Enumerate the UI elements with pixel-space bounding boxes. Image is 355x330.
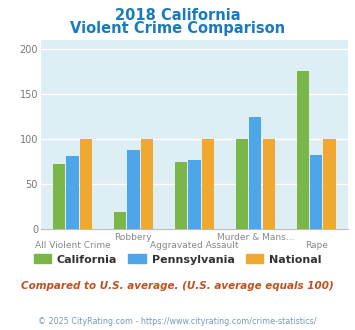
Legend: California, Pennsylvania, National: California, Pennsylvania, National bbox=[29, 250, 326, 269]
Bar bbox=[297, 71, 309, 229]
Text: 2018 California: 2018 California bbox=[115, 8, 240, 23]
Bar bbox=[175, 162, 187, 229]
Text: Rape: Rape bbox=[305, 241, 328, 250]
Bar bbox=[249, 117, 261, 229]
Text: Murder & Mans...: Murder & Mans... bbox=[217, 233, 294, 242]
Text: Robbery: Robbery bbox=[115, 233, 152, 242]
Bar bbox=[127, 150, 140, 229]
Bar bbox=[188, 160, 201, 229]
Text: Compared to U.S. average. (U.S. average equals 100): Compared to U.S. average. (U.S. average … bbox=[21, 281, 334, 291]
Bar bbox=[323, 139, 336, 229]
Bar bbox=[80, 139, 92, 229]
Bar bbox=[66, 156, 79, 229]
Bar bbox=[263, 139, 275, 229]
Text: © 2025 CityRating.com - https://www.cityrating.com/crime-statistics/: © 2025 CityRating.com - https://www.city… bbox=[38, 317, 317, 326]
Bar bbox=[202, 139, 214, 229]
Text: Violent Crime Comparison: Violent Crime Comparison bbox=[70, 21, 285, 36]
Text: Aggravated Assault: Aggravated Assault bbox=[150, 241, 239, 250]
Bar bbox=[236, 139, 248, 229]
Bar bbox=[114, 212, 126, 229]
Text: All Violent Crime: All Violent Crime bbox=[35, 241, 110, 250]
Bar bbox=[141, 139, 153, 229]
Bar bbox=[310, 155, 322, 229]
Bar bbox=[53, 164, 65, 229]
